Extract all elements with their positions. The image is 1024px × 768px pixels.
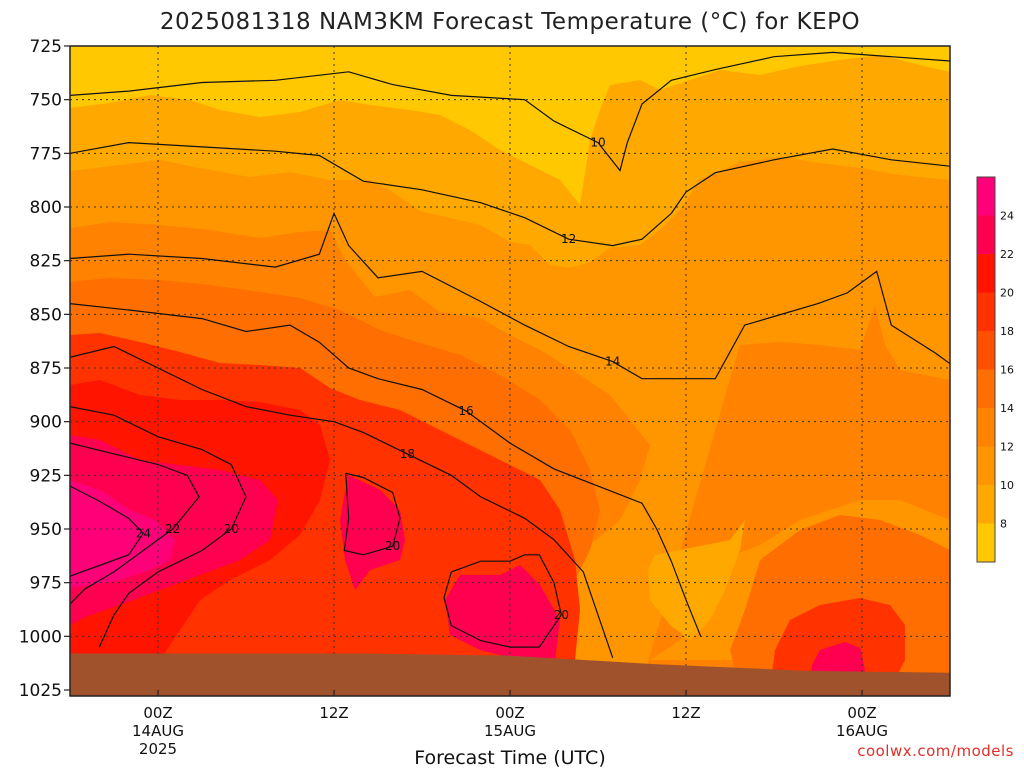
colorbar-label: 24	[1000, 210, 1014, 223]
colorbar-label: 14	[1000, 402, 1014, 415]
x-tick-year: 2025	[139, 740, 177, 758]
colorbar-swatch	[977, 485, 995, 524]
x-tick-date: 16AUG	[836, 722, 888, 740]
x-tick-label: 00Z	[143, 704, 172, 722]
colorbar-label: 22	[1000, 248, 1014, 261]
colorbar-swatch	[977, 408, 995, 447]
contour-label-10: 10	[590, 136, 605, 150]
contour-22-8	[70, 442, 200, 605]
colorbar-swatch	[977, 523, 995, 562]
colorbar-swatch	[977, 177, 995, 216]
colorbar-swatch	[977, 215, 995, 254]
colorbar-label: 10	[1000, 479, 1014, 492]
colorbar-label: 16	[1000, 364, 1014, 377]
y-tick-label: 775	[30, 144, 62, 164]
colorbar-swatch	[977, 446, 995, 485]
x-tick-label: 12Z	[319, 704, 348, 722]
contour-20-7	[443, 554, 562, 648]
contour-label-18: 18	[400, 447, 415, 461]
fill-max	[70, 480, 175, 588]
colorbar-label: 8	[1000, 518, 1007, 531]
contour-labels: 10 12 14 16 18 20 20 20 22 24	[136, 136, 621, 622]
fill-cool-pocket	[648, 520, 745, 640]
y-tick-label: 1000	[19, 627, 62, 647]
y-tick-label: 850	[30, 305, 62, 325]
colorbar-label: 12	[1000, 441, 1014, 454]
contour-lines	[70, 51, 950, 658]
contour-10-0	[70, 51, 950, 172]
colorbar-frame	[976, 176, 996, 563]
contour-14-2	[70, 211, 950, 380]
x-tick-label: 00Z	[847, 704, 876, 722]
contour-label-20: 20	[385, 539, 400, 553]
contour-18-4	[70, 345, 614, 658]
y-tick-label: 1025	[19, 681, 62, 701]
y-tick-label: 975	[30, 574, 62, 594]
plot-area: 10 12 14 16 18 20 20 20 22 24	[70, 46, 950, 696]
colorbar: 8 10 12 14 16 18 20 22 24	[976, 176, 1014, 563]
colorbar-swatch	[977, 254, 995, 293]
chart-title: 2025081318 NAM3KM Forecast Temperature (…	[160, 9, 860, 35]
x-tick-label: 00Z	[495, 704, 524, 722]
contour-label-24: 24	[136, 526, 151, 540]
y-tick-label: 825	[30, 252, 62, 272]
fill-warm-band-east	[640, 305, 950, 690]
contour-label-16: 16	[458, 404, 473, 418]
contour-label-22: 22	[165, 522, 180, 536]
ground-surface	[70, 653, 950, 696]
contour-label-14: 14	[605, 355, 620, 369]
y-tick-label: 875	[30, 359, 62, 379]
colorbar-swatch	[977, 369, 995, 408]
y-tick-label: 925	[30, 466, 62, 486]
x-tick-date: 15AUG	[484, 722, 536, 740]
x-tick-date: 14AUG	[132, 722, 184, 740]
contour-24-9	[70, 485, 145, 577]
contour-16-3	[70, 303, 702, 637]
y-tick-label: 900	[30, 413, 62, 433]
contour-label-20: 20	[554, 608, 569, 622]
contour-label-12: 12	[561, 232, 576, 246]
contour-12-1	[70, 141, 950, 247]
y-tick-label: 800	[30, 198, 62, 218]
x-tick-label: 12Z	[671, 704, 700, 722]
x-axis-title: Forecast Time (UTC)	[414, 747, 605, 768]
contour-20-6	[343, 472, 401, 556]
y-axis: 725 750 775 800 825 850 875 900 925 950 975 1000 102…	[19, 37, 70, 701]
contour-label-20: 20	[224, 522, 239, 536]
y-tick-label: 950	[30, 520, 62, 540]
credit-text[interactable]: coolwx.com/models	[857, 742, 1014, 760]
y-tick-label: 725	[30, 37, 62, 57]
colorbar-swatch	[977, 292, 995, 331]
colorbar-label: 20	[1000, 287, 1014, 300]
fill-hot-southeast	[770, 598, 905, 690]
colorbar-swatch	[977, 331, 995, 370]
contour-20-5	[70, 406, 247, 648]
colorbar-label: 18	[1000, 325, 1014, 338]
y-tick-label: 750	[30, 91, 62, 111]
fill-hotspot-mid	[340, 475, 405, 590]
